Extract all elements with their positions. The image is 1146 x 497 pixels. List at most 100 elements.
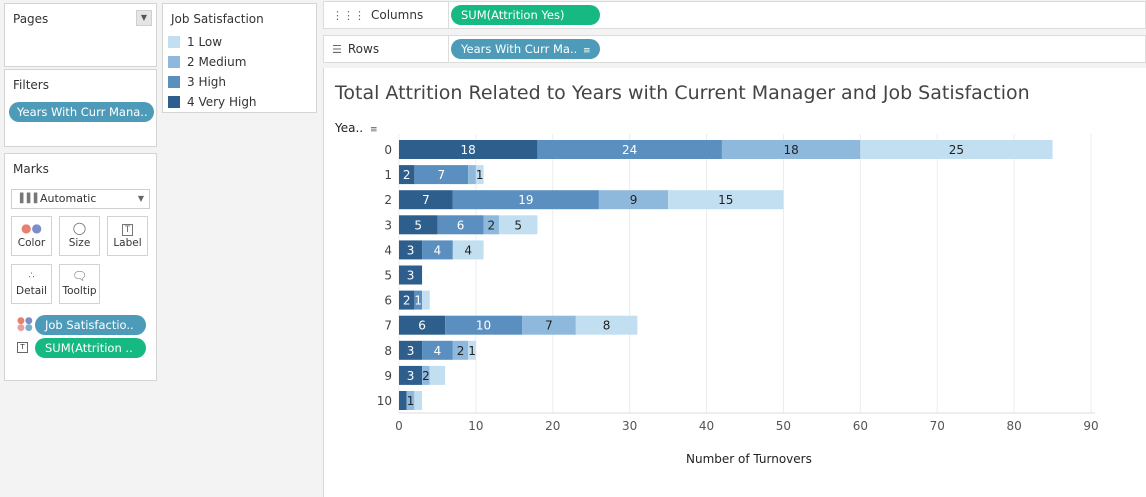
size-button-label: Size: [68, 237, 91, 249]
columns-icon: ⋮⋮⋮: [332, 9, 365, 22]
bar-segment: [575, 315, 638, 335]
data-label: 1: [476, 168, 484, 182]
legend-title: Job Satisfaction: [171, 12, 264, 26]
data-label: 2: [422, 369, 430, 383]
bar-segment: [399, 290, 415, 310]
x-tick-label: 40: [699, 419, 714, 433]
rows-shelf[interactable]: ☰ Rows Years With Curr Ma.. ≡: [323, 35, 1146, 63]
chevron-down-icon: ▼: [137, 194, 144, 203]
bar-segment: [399, 391, 407, 410]
y-tick-label: 8: [384, 344, 392, 358]
legend-swatch: [168, 56, 180, 68]
size-button[interactable]: ◯ Size: [59, 216, 100, 256]
legend-label: 1 Low: [187, 35, 223, 49]
marks-title: Marks: [13, 162, 49, 176]
y-tick-label: 1: [384, 168, 392, 182]
bar-segment: [406, 391, 415, 410]
pages-dropdown-icon[interactable]: ▼: [136, 10, 152, 26]
bar-segment: [537, 140, 722, 159]
columns-shelf-label: ⋮⋮⋮ Columns: [324, 2, 449, 28]
data-label: 4: [464, 243, 472, 257]
x-axis-title: Number of Turnovers: [686, 452, 812, 466]
label-encoding-icon: T: [17, 342, 28, 353]
data-label: 18: [461, 143, 476, 157]
bar-segment: [468, 340, 476, 360]
bar-segment: [399, 265, 423, 285]
tooltip-button-label: Tooltip: [62, 285, 97, 297]
bar-segment: [399, 315, 446, 335]
chart-view: Total Attrition Related to Years with Cu…: [323, 68, 1146, 497]
columns-shelf[interactable]: ⋮⋮⋮ Columns SUM(Attrition Yes): [323, 1, 1146, 29]
bar-segment: [721, 140, 861, 159]
tooltip-button[interactable]: 🗨 Tooltip: [59, 264, 100, 304]
sort-icon: ≡: [369, 125, 378, 135]
data-label: 4: [434, 344, 442, 358]
data-label: 3: [407, 344, 415, 358]
x-tick-label: 0: [395, 419, 403, 433]
bar-segment: [399, 240, 423, 260]
data-label: 10: [476, 319, 491, 333]
x-tick-label: 80: [1006, 419, 1021, 433]
bar-segment: [422, 240, 453, 260]
y-axis-header[interactable]: Yea.. ≡: [335, 121, 377, 135]
x-tick-label: 30: [622, 419, 637, 433]
color-button[interactable]: ●● Color: [11, 216, 52, 256]
columns-label-text: Columns: [371, 8, 424, 22]
data-label: 6: [457, 218, 465, 232]
label-button[interactable]: T Label: [107, 216, 148, 256]
legend-label: 2 Medium: [187, 55, 247, 69]
x-tick-label: 60: [853, 419, 868, 433]
bar-segment: [668, 190, 784, 210]
bar-segment: [437, 215, 484, 235]
bar-segment: [452, 240, 484, 260]
y-tick-label: 2: [384, 193, 392, 207]
data-label: 5: [414, 218, 422, 232]
rows-pill-years[interactable]: Years With Curr Ma.. ≡: [451, 39, 600, 59]
data-label: 4: [434, 243, 442, 257]
color-encoding-icon: ●● ●●: [17, 316, 33, 333]
text-label-icon: T: [108, 217, 147, 237]
bar-segment: [468, 165, 476, 185]
y-axis-header-label: Yea..: [335, 121, 364, 135]
data-label: 25: [949, 143, 964, 157]
data-label: 1: [407, 394, 415, 408]
data-label: 2: [487, 218, 495, 232]
rows-pill-label: Years With Curr Ma..: [461, 42, 578, 56]
data-label: 8: [603, 319, 611, 333]
y-tick-label: 7: [384, 319, 392, 333]
data-label: 7: [422, 193, 430, 207]
filter-pill-years[interactable]: Years With Curr Mana..: [9, 102, 154, 122]
y-tick-label: 6: [384, 294, 392, 308]
sort-descending-icon: ≡: [582, 46, 591, 56]
bar-segment: [452, 340, 469, 360]
bar-segment: [422, 340, 453, 360]
x-tick-label: 90: [1083, 419, 1098, 433]
legend-item[interactable]: 3 High: [168, 74, 226, 90]
legend-item[interactable]: 4 Very High: [168, 94, 257, 110]
bar-segment: [399, 165, 415, 185]
data-label: 2: [457, 344, 465, 358]
label-pill-attrition[interactable]: SUM(Attrition ..: [35, 338, 146, 358]
bar-segment: [429, 365, 446, 385]
data-label: 2: [403, 294, 411, 308]
mark-type-label: Automatic: [40, 192, 97, 205]
x-tick-label: 50: [776, 419, 791, 433]
legend-item[interactable]: 1 Low: [168, 34, 222, 50]
legend-label: 4 Very High: [187, 95, 257, 109]
pages-card: Pages ▼: [4, 3, 157, 67]
bar-segment: [399, 340, 423, 360]
bar-segment: [483, 215, 499, 235]
mark-type-dropdown[interactable]: ▌▌▌ Automatic ▼: [11, 189, 150, 209]
data-label: 3: [407, 243, 415, 257]
bar-segment: [414, 165, 469, 185]
detail-button[interactable]: ∴ Detail: [11, 264, 52, 304]
legend-swatch: [168, 36, 180, 48]
legend-item[interactable]: 2 Medium: [168, 54, 246, 70]
bar-segment: [498, 215, 538, 235]
color-pill-job-satisfaction[interactable]: Job Satisfactio..: [35, 315, 146, 335]
size-icon: ◯: [72, 221, 87, 235]
bar-chart-icon: ▌▌▌: [20, 194, 41, 204]
y-tick-label: 10: [377, 394, 392, 408]
bar-segment: [414, 391, 423, 410]
columns-pill-attrition[interactable]: SUM(Attrition Yes): [451, 5, 600, 25]
